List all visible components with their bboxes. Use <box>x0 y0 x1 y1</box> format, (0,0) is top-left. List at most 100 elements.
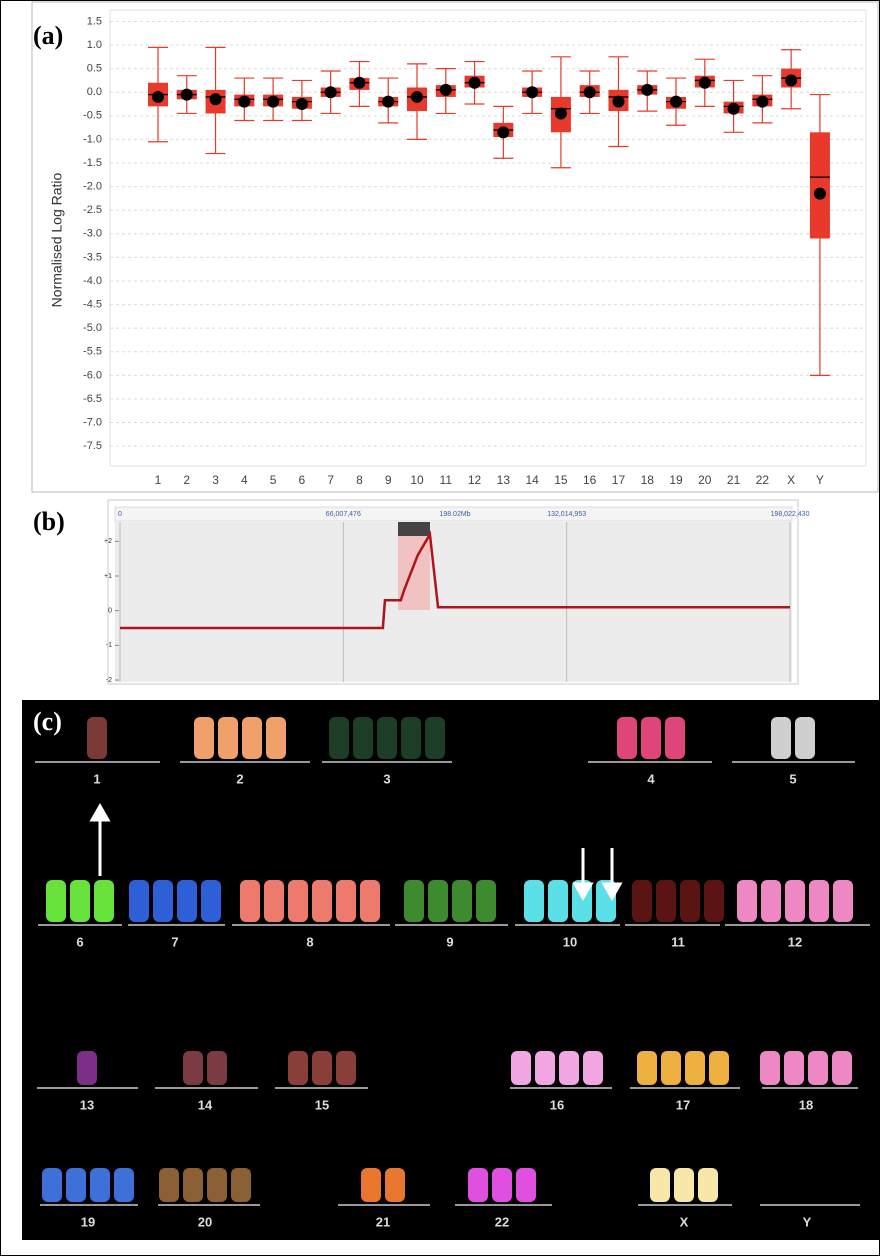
mean <box>497 126 510 139</box>
highlight <box>398 536 430 610</box>
chromosome <box>833 880 853 922</box>
mean <box>151 90 164 103</box>
y-tick-label: -6.5 <box>83 393 102 405</box>
chromosome <box>476 880 496 922</box>
chromosome <box>698 1168 718 1202</box>
x-tick-label: 14 <box>525 473 539 487</box>
mean <box>526 86 539 99</box>
chromosome <box>665 717 685 759</box>
chromosome <box>183 1051 203 1085</box>
chromosome <box>353 717 373 759</box>
ruler <box>114 506 793 522</box>
chromosome <box>87 717 107 759</box>
box <box>809 132 830 239</box>
y-tick-label: -0.5 <box>83 110 102 122</box>
x-tick-label: 10 <box>410 473 424 487</box>
chromosome-label: 9 <box>446 934 453 949</box>
chromosome <box>425 717 445 759</box>
chromosome <box>511 1051 531 1085</box>
chromosome <box>680 880 700 922</box>
chromosome <box>336 880 356 922</box>
chromosome <box>761 880 781 922</box>
x-tick-label: 13 <box>497 473 511 487</box>
chromosome <box>312 1051 332 1085</box>
x-tick-label: 132,014,953 <box>547 511 586 518</box>
mean <box>612 95 625 108</box>
segment-line <box>120 530 790 630</box>
chromosome-label: X <box>680 1214 689 1229</box>
chromosome <box>428 880 448 922</box>
x-tick-label: 0 <box>118 511 122 518</box>
y-tick-label: 1.0 <box>87 39 102 51</box>
chromosome <box>201 880 221 922</box>
mean <box>641 83 654 96</box>
arrow-head <box>89 802 111 822</box>
x-tick-label: 198,022,430 <box>771 511 810 518</box>
y-tick-label: -2 <box>106 677 112 684</box>
chromosome <box>548 880 568 922</box>
chromosome <box>832 1051 852 1085</box>
mean <box>324 86 337 99</box>
panel-label: (c) <box>33 707 62 736</box>
y-tick-label: -3.0 <box>83 228 102 240</box>
x-tick-label: X <box>787 473 795 487</box>
x-tick-label: 12 <box>468 473 482 487</box>
chromosome-label: 20 <box>198 1214 212 1229</box>
chromosome <box>242 717 262 759</box>
y-tick-label: -3.5 <box>83 251 102 263</box>
chromosome <box>42 1168 62 1202</box>
y-tick-label: -6.0 <box>83 369 102 381</box>
x-tick-label: 15 <box>554 473 568 487</box>
mean <box>180 88 193 101</box>
chromosome <box>771 717 791 759</box>
x-tick-label: 9 <box>385 473 392 487</box>
chromosome <box>637 1051 657 1085</box>
chromosome-label: 22 <box>495 1214 509 1229</box>
chromosome <box>795 717 815 759</box>
chromosome-label: 2 <box>236 771 243 786</box>
mean <box>382 95 395 108</box>
mean <box>727 102 740 115</box>
y-tick-label: -2.5 <box>83 204 102 216</box>
chromosome <box>737 880 757 922</box>
chromosome <box>194 717 214 759</box>
mean <box>295 98 308 111</box>
y-tick-label: -1 <box>106 642 112 649</box>
x-tick-label: 11 <box>440 473 453 487</box>
chromosome-label: 18 <box>799 1097 813 1112</box>
chromosome <box>153 880 173 922</box>
chromosome <box>674 1168 694 1202</box>
chromosome <box>207 1168 227 1202</box>
chromosome <box>377 717 397 759</box>
chromosome <box>650 1168 670 1202</box>
chromosome <box>661 1051 681 1085</box>
chromosome <box>329 717 349 759</box>
mean <box>670 95 683 108</box>
panel-label: (b) <box>33 507 65 536</box>
chromosome <box>231 1168 251 1202</box>
chromosome <box>288 880 308 922</box>
x-tick-label: 3 <box>212 473 219 487</box>
chromosome-label: 4 <box>647 771 655 786</box>
chromosome-label: Y <box>803 1214 812 1229</box>
mean <box>785 74 798 87</box>
chromosome-label: 10 <box>563 934 577 949</box>
x-tick-label: 20 <box>698 473 712 487</box>
chromosome <box>114 1168 134 1202</box>
x-tick-label: 22 <box>756 473 770 487</box>
chromosome <box>159 1168 179 1202</box>
chromosome-label: 7 <box>171 934 178 949</box>
y-tick-label: -1.5 <box>83 157 102 169</box>
highlight <box>398 522 430 536</box>
chromosome <box>207 1051 227 1085</box>
x-tick-label: 5 <box>270 473 277 487</box>
chromosome <box>218 717 238 759</box>
y-tick-label: -4.5 <box>83 298 102 310</box>
arrow-head <box>601 882 623 902</box>
chromosome <box>312 880 332 922</box>
chromosome <box>516 1168 536 1202</box>
chromosome <box>617 717 637 759</box>
chromosome-label: 8 <box>306 934 313 949</box>
